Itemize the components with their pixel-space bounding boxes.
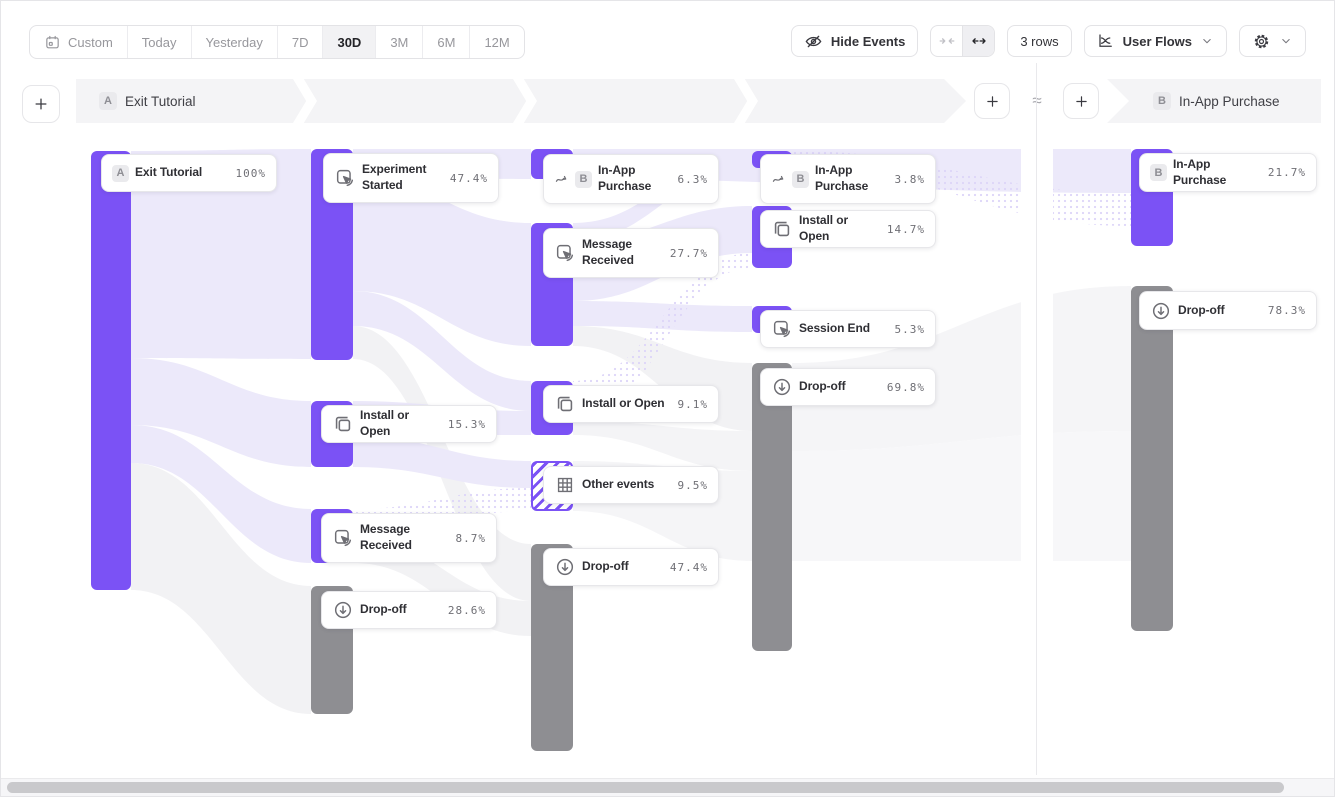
spacing-toggle: [930, 25, 996, 57]
node-card-drop-off[interactable]: Drop-off 28.6%: [321, 591, 497, 629]
node-card-in-app-purchase[interactable]: B In-App Purchase 6.3%: [543, 154, 719, 204]
node-card-message-received[interactable]: Message Received 27.7%: [543, 228, 719, 278]
autotrack-icon: [771, 318, 793, 340]
node-card-in-app-purchase-b[interactable]: B In-App Purchase 21.7%: [1139, 153, 1317, 192]
flow-b-band: [1107, 79, 1321, 123]
copy-icon: [554, 393, 576, 415]
dropoff-icon: [1150, 300, 1172, 322]
toolbar-right: Hide Events 3 rows User Flows: [790, 25, 1306, 57]
date-range-6m[interactable]: 6M: [423, 26, 471, 58]
add-step-after-a-button[interactable]: [974, 83, 1010, 119]
date-range-group: Custom Today Yesterday 7D 30D 3M 6M 12M: [29, 25, 525, 59]
rows-button[interactable]: 3 rows: [1007, 25, 1072, 57]
node-card-drop-off[interactable]: Drop-off 69.8%: [760, 368, 936, 406]
date-range-yesterday[interactable]: Yesterday: [192, 26, 278, 58]
toolbar: Custom Today Yesterday 7D 30D 3M 6M 12M …: [1, 1, 1334, 65]
flow-b-header[interactable]: B In-App Purchase: [1153, 79, 1280, 123]
flow-a-header[interactable]: A Exit Tutorial: [99, 79, 196, 123]
step-b-badge: B: [1150, 164, 1167, 181]
dropoff-icon: [771, 376, 793, 398]
node-card-session-end[interactable]: Session End 5.3%: [760, 310, 936, 348]
flow-a-badge: A: [99, 92, 117, 110]
add-step-before-b-button[interactable]: [1063, 83, 1099, 119]
flow-b-ref-badge: B: [792, 170, 809, 188]
expand-columns-button[interactable]: [962, 26, 995, 56]
settings-menu-button[interactable]: [1239, 25, 1306, 57]
flow-to-icon: [554, 171, 571, 188]
flow-a-title: Exit Tutorial: [125, 93, 196, 109]
step-a-badge: A: [112, 164, 129, 182]
flow-b-title: In-App Purchase: [1179, 93, 1280, 109]
date-range-30d[interactable]: 30D: [323, 26, 377, 58]
flow-to-icon: [771, 171, 788, 188]
autotrack-icon: [334, 167, 356, 189]
date-range-7d[interactable]: 7D: [278, 26, 324, 58]
flow-b-badge: B: [1153, 92, 1171, 110]
node-card-install-or-open[interactable]: Install or Open 9.1%: [543, 385, 719, 423]
date-range-today[interactable]: Today: [128, 26, 192, 58]
autotrack-icon: [554, 242, 576, 264]
date-range-12m[interactable]: 12M: [484, 34, 510, 50]
hide-events-label: Hide Events: [830, 33, 906, 49]
horizontal-scrollbar-track[interactable]: [1, 778, 1334, 796]
date-range-label: Custom: [68, 34, 113, 50]
grid-icon: [554, 474, 576, 496]
node-card-exit-tutorial[interactable]: A Exit Tutorial 100%: [101, 154, 277, 192]
node-card-message-received[interactable]: Message Received 8.7%: [321, 513, 497, 563]
date-range-custom[interactable]: Custom: [30, 26, 128, 58]
view-label: User Flows: [1122, 33, 1192, 49]
node-bar-drop-off[interactable]: [752, 363, 792, 651]
node-card-in-app-purchase[interactable]: B In-App Purchase 3.8%: [760, 154, 936, 204]
date-range-3m[interactable]: 3M: [376, 26, 424, 58]
node-card-install-or-open[interactable]: Install or Open 14.7%: [760, 210, 936, 248]
autotrack-icon: [332, 527, 354, 549]
node-card-drop-off[interactable]: Drop-off 47.4%: [543, 548, 719, 586]
node-card-other-events[interactable]: Other events 9.5%: [543, 466, 719, 504]
horizontal-scrollbar-thumb[interactable]: [7, 782, 1284, 793]
dropoff-icon: [332, 599, 354, 621]
copy-icon: [332, 413, 354, 435]
rows-label: 3 rows: [1020, 33, 1059, 49]
flow-b-ref-badge: B: [575, 170, 592, 188]
node-card-experiment-started[interactable]: Experiment Started 47.4%: [323, 153, 499, 203]
node-bar-drop-off-b[interactable]: [1131, 286, 1173, 631]
node-card-install-or-open[interactable]: Install or Open 15.3%: [321, 405, 497, 443]
hide-events-button[interactable]: Hide Events: [790, 25, 919, 57]
view-selector[interactable]: User Flows: [1083, 25, 1227, 57]
dropoff-icon: [554, 556, 576, 578]
add-step-before-a-button[interactable]: [22, 85, 60, 123]
flow-divider-line: [1036, 63, 1037, 775]
node-bar-exit-tutorial[interactable]: [91, 151, 131, 590]
flow-separator-approx-icon: ≈: [1023, 89, 1051, 113]
copy-icon: [771, 218, 793, 240]
node-card-drop-off-b[interactable]: Drop-off 78.3%: [1139, 291, 1317, 330]
